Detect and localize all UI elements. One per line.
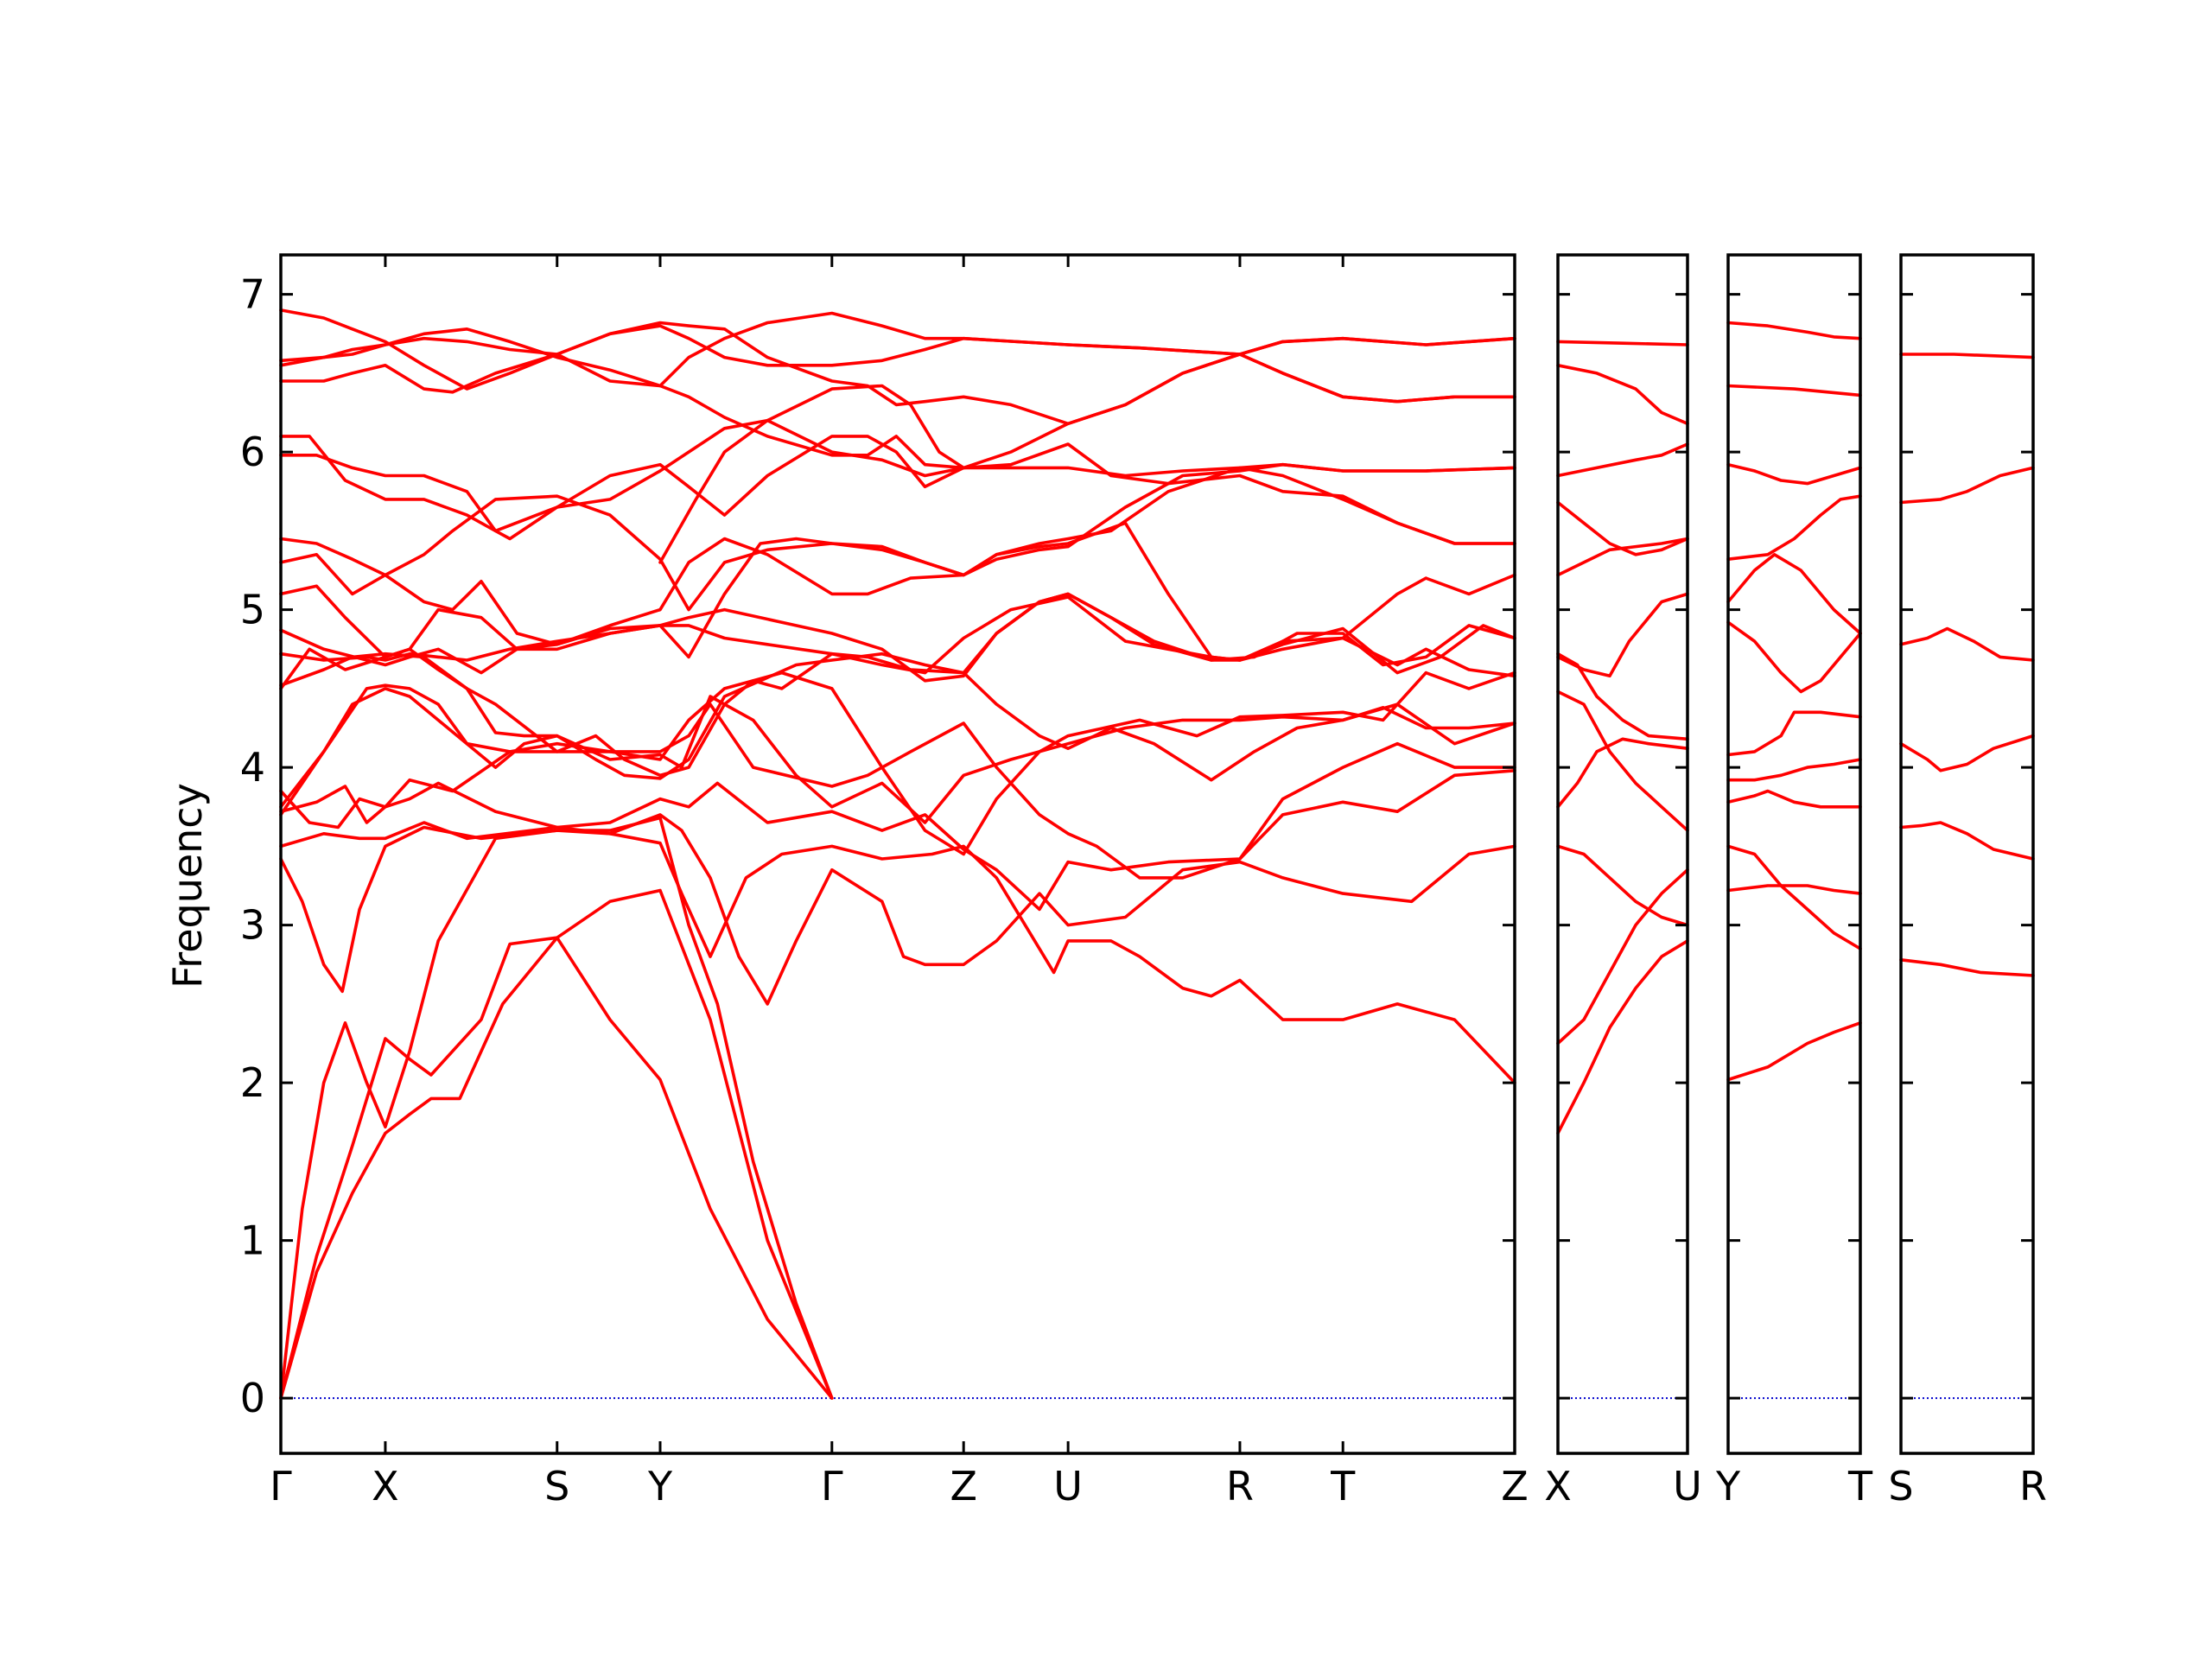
band-line	[1556, 652, 1689, 741]
band-line	[279, 741, 1516, 912]
band-line	[1899, 734, 2035, 772]
band-line	[1899, 821, 2035, 861]
x-tick-label: U	[1673, 1463, 1702, 1510]
band-line	[1726, 789, 1862, 809]
y-tick-label: 3	[240, 902, 265, 949]
x-tick-label: R	[2019, 1463, 2047, 1510]
y-axis-label: Frequency	[164, 783, 211, 988]
panel-1: 0 1 2 3 4 5 6 7 Γ X S Y Γ Z U R T Z	[240, 253, 1529, 1510]
band-line	[279, 888, 834, 1400]
band-line	[279, 702, 1516, 880]
x-tick-label: Z	[950, 1463, 977, 1510]
band-line	[1556, 442, 1689, 478]
band-line	[1556, 364, 1689, 426]
band-line	[1556, 690, 1689, 832]
band-line	[279, 592, 1516, 780]
x-tick-label: X	[372, 1463, 399, 1510]
band-line	[1556, 592, 1689, 678]
y-tick-label: 4	[240, 744, 265, 791]
y-tick-label: 1	[240, 1217, 265, 1264]
band-line	[1726, 884, 1862, 895]
band-line	[1726, 553, 1862, 635]
y-tick-label: 0	[240, 1375, 265, 1421]
band-line	[279, 936, 834, 1400]
band-line	[658, 384, 965, 564]
band-line	[1899, 958, 2035, 977]
band-line	[279, 466, 1516, 612]
band-line	[1556, 844, 1689, 927]
x-tick-label: T	[1847, 1463, 1873, 1510]
y-tick-label: 5	[240, 587, 265, 633]
band-line	[279, 521, 1516, 678]
x-tick-label: Z	[1501, 1463, 1529, 1510]
y-tick-label: 6	[240, 429, 265, 475]
band-line	[279, 418, 1516, 545]
y-tick-label: 2	[240, 1059, 265, 1106]
band-line	[1556, 340, 1689, 346]
x-tick-label: Y	[647, 1463, 673, 1510]
band-line	[1556, 500, 1689, 556]
x-tick-label: Γ	[270, 1463, 292, 1510]
band-line	[279, 308, 1516, 404]
band-line	[1726, 844, 1862, 950]
band-line	[279, 687, 1516, 824]
band-line	[1726, 384, 1862, 397]
band-line	[279, 813, 1516, 1006]
panel-frame	[1726, 253, 1862, 1455]
band-line	[279, 462, 1516, 646]
band-line	[1726, 494, 1862, 561]
band-line	[1726, 620, 1862, 694]
x-tick-label: S	[544, 1463, 569, 1510]
x-tick-label: R	[1226, 1463, 1254, 1510]
panel-frame	[279, 253, 1516, 1455]
band-line	[279, 671, 1516, 856]
band-line	[1726, 710, 1862, 757]
x-tick-label: Y	[1715, 1463, 1741, 1510]
panel-frame	[1556, 253, 1689, 1455]
x-tick-label: S	[1888, 1463, 1913, 1510]
x-tick-label: U	[1053, 1463, 1083, 1510]
band-line	[1556, 537, 1689, 577]
band-line	[1726, 321, 1862, 340]
band-line	[1556, 868, 1689, 1046]
band-line	[1899, 626, 2035, 662]
band-line	[1556, 939, 1689, 1135]
band-line	[279, 652, 1516, 782]
y-tick-label: 7	[240, 271, 265, 318]
band-line	[1726, 462, 1862, 486]
x-tick-label: X	[1544, 1463, 1572, 1510]
band-line	[1726, 758, 1862, 782]
band-line	[1556, 737, 1689, 809]
band-line	[279, 435, 1516, 541]
panel-frame	[1899, 253, 2035, 1455]
band-line	[279, 592, 1516, 683]
band-line	[279, 825, 1516, 1084]
band-line	[1899, 466, 2035, 505]
band-line	[1899, 353, 2035, 359]
x-tick-label: T	[1330, 1463, 1356, 1510]
x-tick-label: Γ	[821, 1463, 843, 1510]
band-line	[1726, 1021, 1862, 1082]
band-line	[279, 321, 1516, 426]
